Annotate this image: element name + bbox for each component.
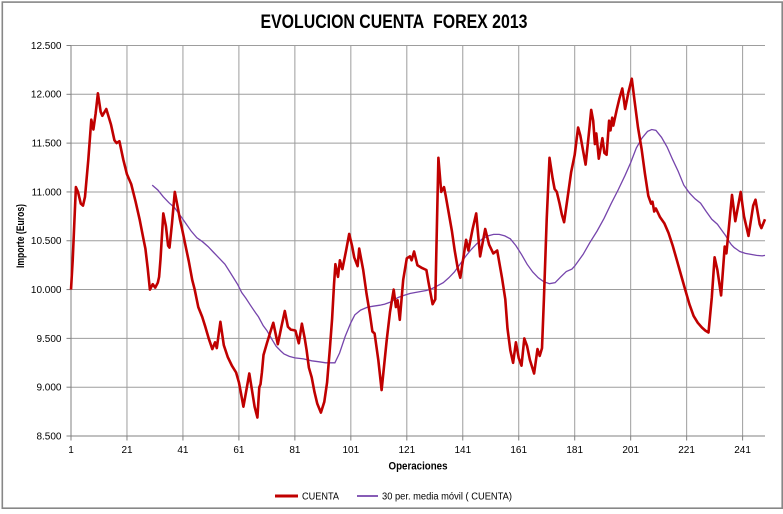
- svg-text:81: 81: [289, 445, 301, 456]
- svg-text:141: 141: [454, 445, 471, 456]
- svg-text:9.000: 9.000: [36, 383, 61, 394]
- svg-text:161: 161: [510, 445, 527, 456]
- svg-text:181: 181: [566, 445, 583, 456]
- svg-text:Importe (Euros): Importe (Euros): [15, 204, 27, 268]
- svg-text:9.500: 9.500: [36, 334, 61, 345]
- svg-text:12.000: 12.000: [31, 90, 62, 101]
- svg-text:1: 1: [68, 445, 74, 456]
- svg-text:10.500: 10.500: [31, 236, 62, 247]
- svg-text:121: 121: [398, 445, 415, 456]
- svg-text:61: 61: [233, 445, 245, 456]
- svg-text:30 per. media móvil ( CUENTA): 30 per. media móvil ( CUENTA): [382, 492, 512, 503]
- svg-text:12.500: 12.500: [31, 41, 62, 52]
- svg-text:CUENTA: CUENTA: [302, 492, 339, 503]
- svg-text:201: 201: [622, 445, 639, 456]
- svg-text:10.000: 10.000: [31, 285, 62, 296]
- svg-text:EVOLUCION CUENTA FOREX 2013: EVOLUCION CUENTA FOREX 2013: [261, 11, 528, 33]
- svg-text:101: 101: [342, 445, 359, 456]
- svg-text:41: 41: [177, 445, 189, 456]
- svg-text:11.000: 11.000: [32, 187, 62, 198]
- svg-text:8.500: 8.500: [36, 431, 61, 442]
- svg-text:21: 21: [121, 445, 133, 456]
- svg-text:Operaciones: Operaciones: [389, 461, 448, 473]
- svg-text:241: 241: [734, 445, 751, 456]
- svg-text:221: 221: [678, 445, 695, 456]
- svg-text:11.500: 11.500: [32, 139, 62, 150]
